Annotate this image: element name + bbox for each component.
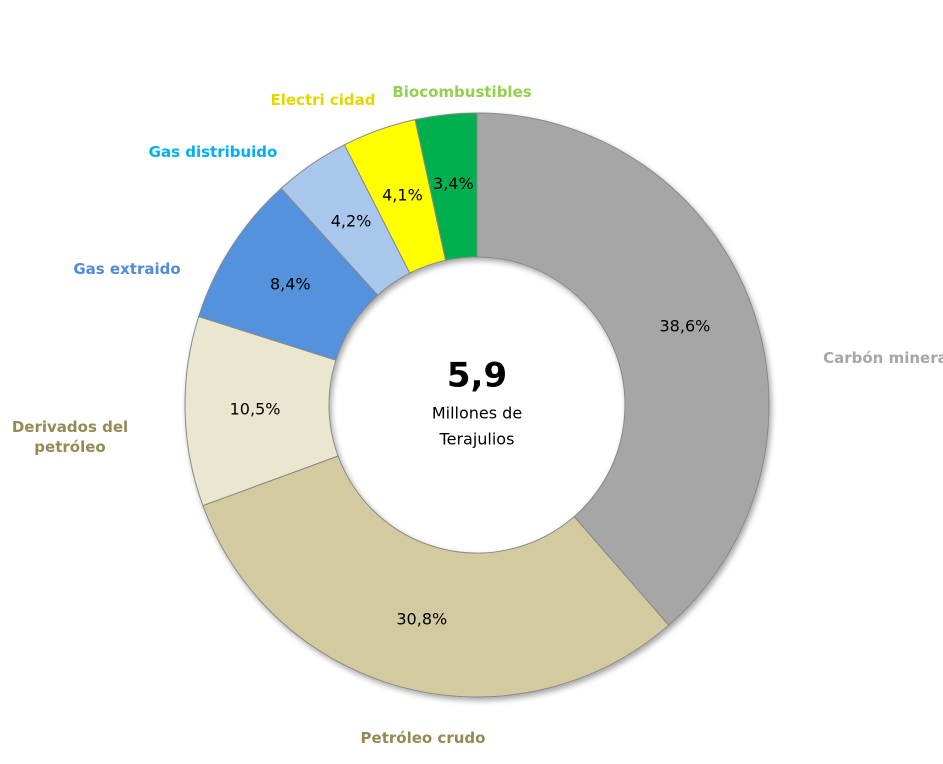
value-label: 4,1% [382,185,423,204]
value-label: 8,4% [270,274,311,293]
category-label: Electri cidad [270,91,376,109]
donut-slice [414,112,478,261]
category-label: Biocombustibles [392,83,532,101]
value-label: 3,4% [433,174,474,193]
value-label: 10,5% [230,399,281,418]
center-label: Millones de [432,404,522,423]
value-label: 30,8% [396,610,447,629]
center-value: 5,9 [447,356,507,396]
category-label: Gas distribuido [148,143,278,161]
donut-slice [476,112,770,626]
category-label: Derivados del petróleo [11,418,129,456]
donut-slice [202,455,670,698]
category-label: Carbón mineral [823,349,943,367]
center-label: Terajulios [439,430,515,449]
category-label: Gas extraido [73,260,181,278]
category-label: Petróleo crudo [360,729,486,747]
value-label: 38,6% [660,317,711,336]
value-label: 4,2% [331,212,372,231]
